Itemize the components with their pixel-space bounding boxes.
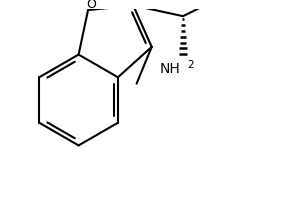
Text: NH: NH — [159, 63, 180, 76]
Text: 2: 2 — [188, 60, 194, 70]
Text: O: O — [86, 0, 96, 11]
